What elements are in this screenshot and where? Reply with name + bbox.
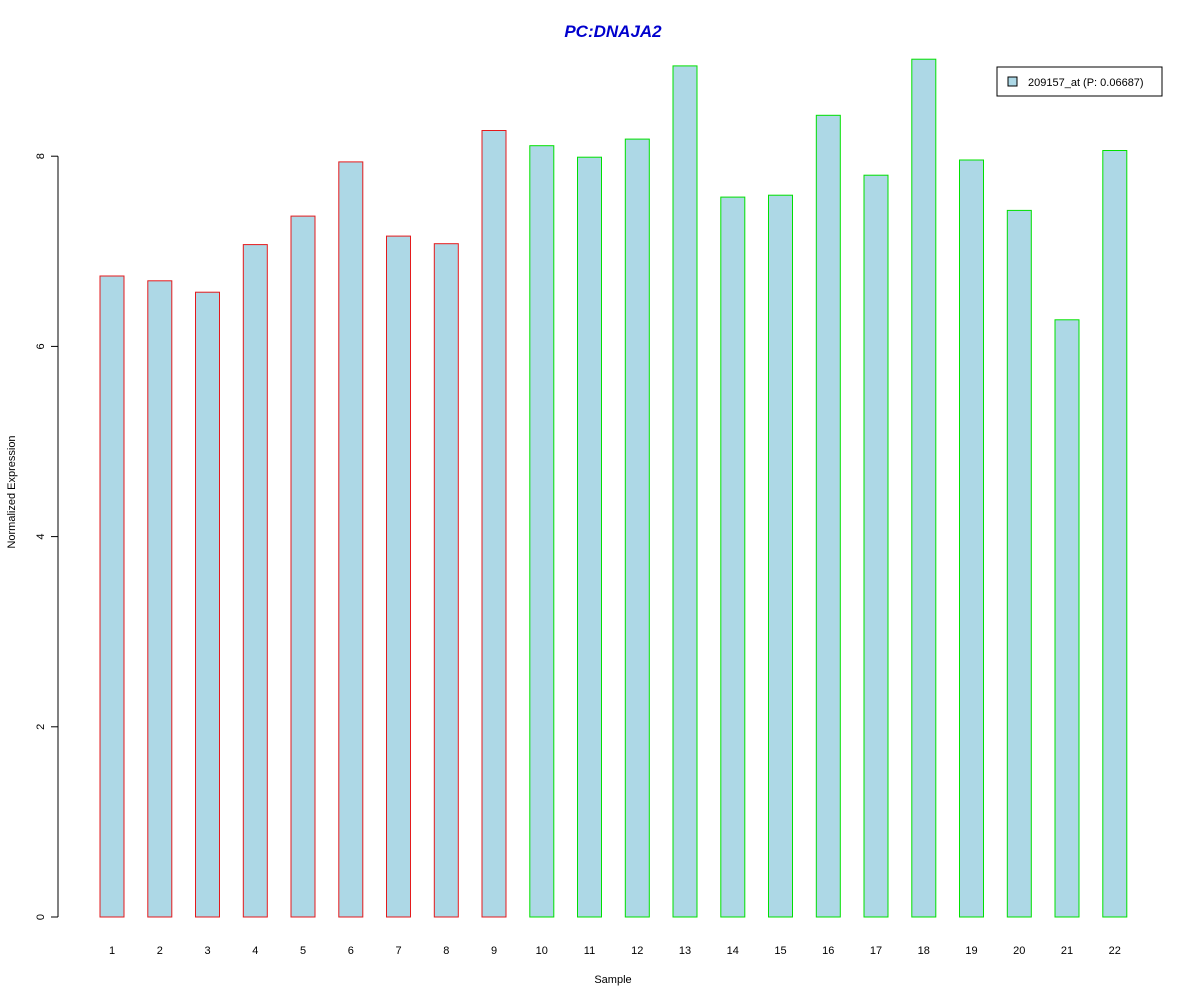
x-tick-label-14: 14 xyxy=(727,945,739,957)
x-tick-label-17: 17 xyxy=(870,945,882,957)
bar-sample-10 xyxy=(529,145,555,918)
bar-sample-8 xyxy=(433,243,459,918)
legend: 209157_at (P: 0.06687) xyxy=(996,66,1163,97)
x-tick-label-12: 12 xyxy=(631,945,643,957)
bar-sample-18 xyxy=(911,58,937,918)
bar-sample-13 xyxy=(672,65,698,918)
y-tick-label-0: 0 xyxy=(35,914,47,920)
chart-title: PC:DNAJA2 xyxy=(564,22,662,41)
x-tick-label-2: 2 xyxy=(157,945,163,957)
y-axis-label: Normalized Expression xyxy=(6,435,18,548)
x-axis-label: Sample xyxy=(594,974,631,986)
x-tick-label-1: 1 xyxy=(109,945,115,957)
bar-sample-16 xyxy=(815,114,841,918)
bar-sample-20 xyxy=(1006,209,1032,918)
bar-sample-9 xyxy=(481,130,507,918)
bar-sample-15 xyxy=(768,194,793,918)
legend-box xyxy=(996,66,1163,97)
x-tick-label-4: 4 xyxy=(252,945,258,957)
x-tick-label-16: 16 xyxy=(822,945,834,957)
y-tick-label-6: 6 xyxy=(35,343,47,349)
x-tick-label-11: 11 xyxy=(584,945,595,957)
x-tick-label-15: 15 xyxy=(774,945,786,957)
x-tick-label-9: 9 xyxy=(491,945,497,957)
bar-sample-4 xyxy=(242,244,268,918)
x-tick-label-13: 13 xyxy=(679,945,691,957)
bar-sample-22 xyxy=(1102,150,1128,918)
x-tick-label-18: 18 xyxy=(918,945,930,957)
x-tick-label-19: 19 xyxy=(965,945,977,957)
bars-layer xyxy=(99,58,1128,918)
y-tick-label-4: 4 xyxy=(35,534,47,540)
y-tick-label-2: 2 xyxy=(35,724,47,730)
x-tick-label-8: 8 xyxy=(443,945,449,957)
bar-sample-12 xyxy=(624,138,650,918)
legend-swatch xyxy=(1007,76,1018,87)
y-axis: 0 2 4 6 8 xyxy=(35,153,59,920)
bar-sample-14 xyxy=(720,196,746,918)
bar-sample-5 xyxy=(290,215,316,918)
bar-sample-17 xyxy=(863,174,889,918)
x-tick-label-5: 5 xyxy=(300,945,306,957)
x-axis: 1 2 3 4 5 6 7 8 9 10 11 12 13 14 15 16 17 18 19 20 21 22 xyxy=(109,945,1121,957)
x-tick-label-22: 22 xyxy=(1109,945,1121,957)
x-tick-label-3: 3 xyxy=(204,945,210,957)
x-tick-label-10: 10 xyxy=(536,945,548,957)
bar-sample-2 xyxy=(147,280,173,918)
x-tick-label-21: 21 xyxy=(1061,945,1073,957)
bar-sample-21 xyxy=(1054,319,1080,918)
legend-label: 209157_at (P: 0.06687) xyxy=(1028,77,1144,89)
bar-sample-7 xyxy=(386,235,411,918)
x-tick-label-7: 7 xyxy=(395,945,401,957)
bar-sample-3 xyxy=(195,291,220,918)
y-tick-label-8: 8 xyxy=(35,153,47,159)
x-tick-label-6: 6 xyxy=(348,945,354,957)
bar-sample-6 xyxy=(338,161,364,918)
bar-sample-19 xyxy=(959,159,984,918)
x-tick-label-20: 20 xyxy=(1013,945,1025,957)
bar-sample-11 xyxy=(577,156,602,918)
bar-sample-1 xyxy=(99,275,125,918)
